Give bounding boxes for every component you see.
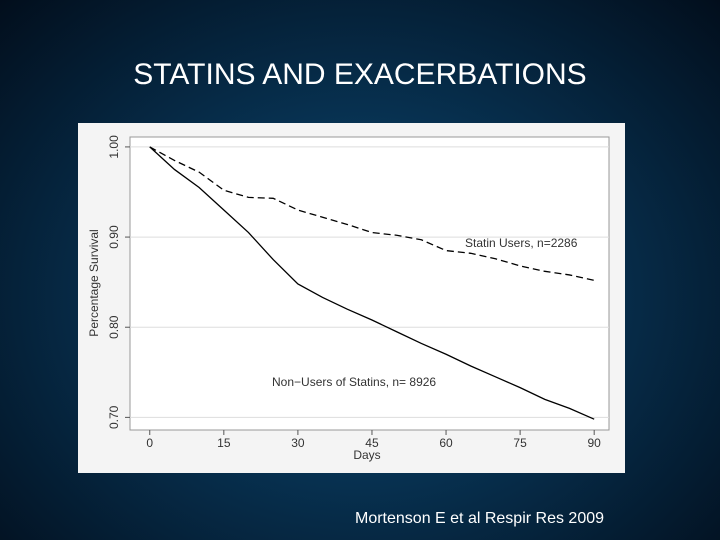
y-tick-label: 1.00 bbox=[107, 135, 121, 159]
x-axis-label: Days bbox=[353, 448, 380, 462]
chart: Days Percentage Survival 0.70 0.80 0.90 1.0… bbox=[78, 123, 625, 473]
x-tick-label: 30 bbox=[291, 436, 305, 450]
y-tick-label: 0.80 bbox=[107, 315, 121, 339]
x-tick-label: 0 bbox=[146, 436, 153, 450]
x-tick-label: 90 bbox=[588, 436, 602, 450]
series-label: Non−Users of Statins, n= 8926 bbox=[272, 375, 436, 389]
x-tick-label: 45 bbox=[365, 436, 379, 450]
series-label: Statin Users, n=2286 bbox=[465, 236, 578, 250]
x-tick-label: 60 bbox=[439, 436, 453, 450]
x-tick-label: 75 bbox=[513, 436, 527, 450]
y-axis-label: Percentage Survival bbox=[87, 229, 101, 336]
y-tick-label: 0.90 bbox=[107, 225, 121, 249]
y-tick-label: 0.70 bbox=[107, 405, 121, 429]
slide-title: STATINS AND EXACERBATIONS bbox=[133, 58, 587, 91]
citation: Mortenson E et al Respir Res 2009 bbox=[355, 510, 605, 527]
plot-area bbox=[129, 136, 610, 431]
survival-line bbox=[149, 146, 595, 420]
x-tick-label: 15 bbox=[217, 436, 231, 450]
